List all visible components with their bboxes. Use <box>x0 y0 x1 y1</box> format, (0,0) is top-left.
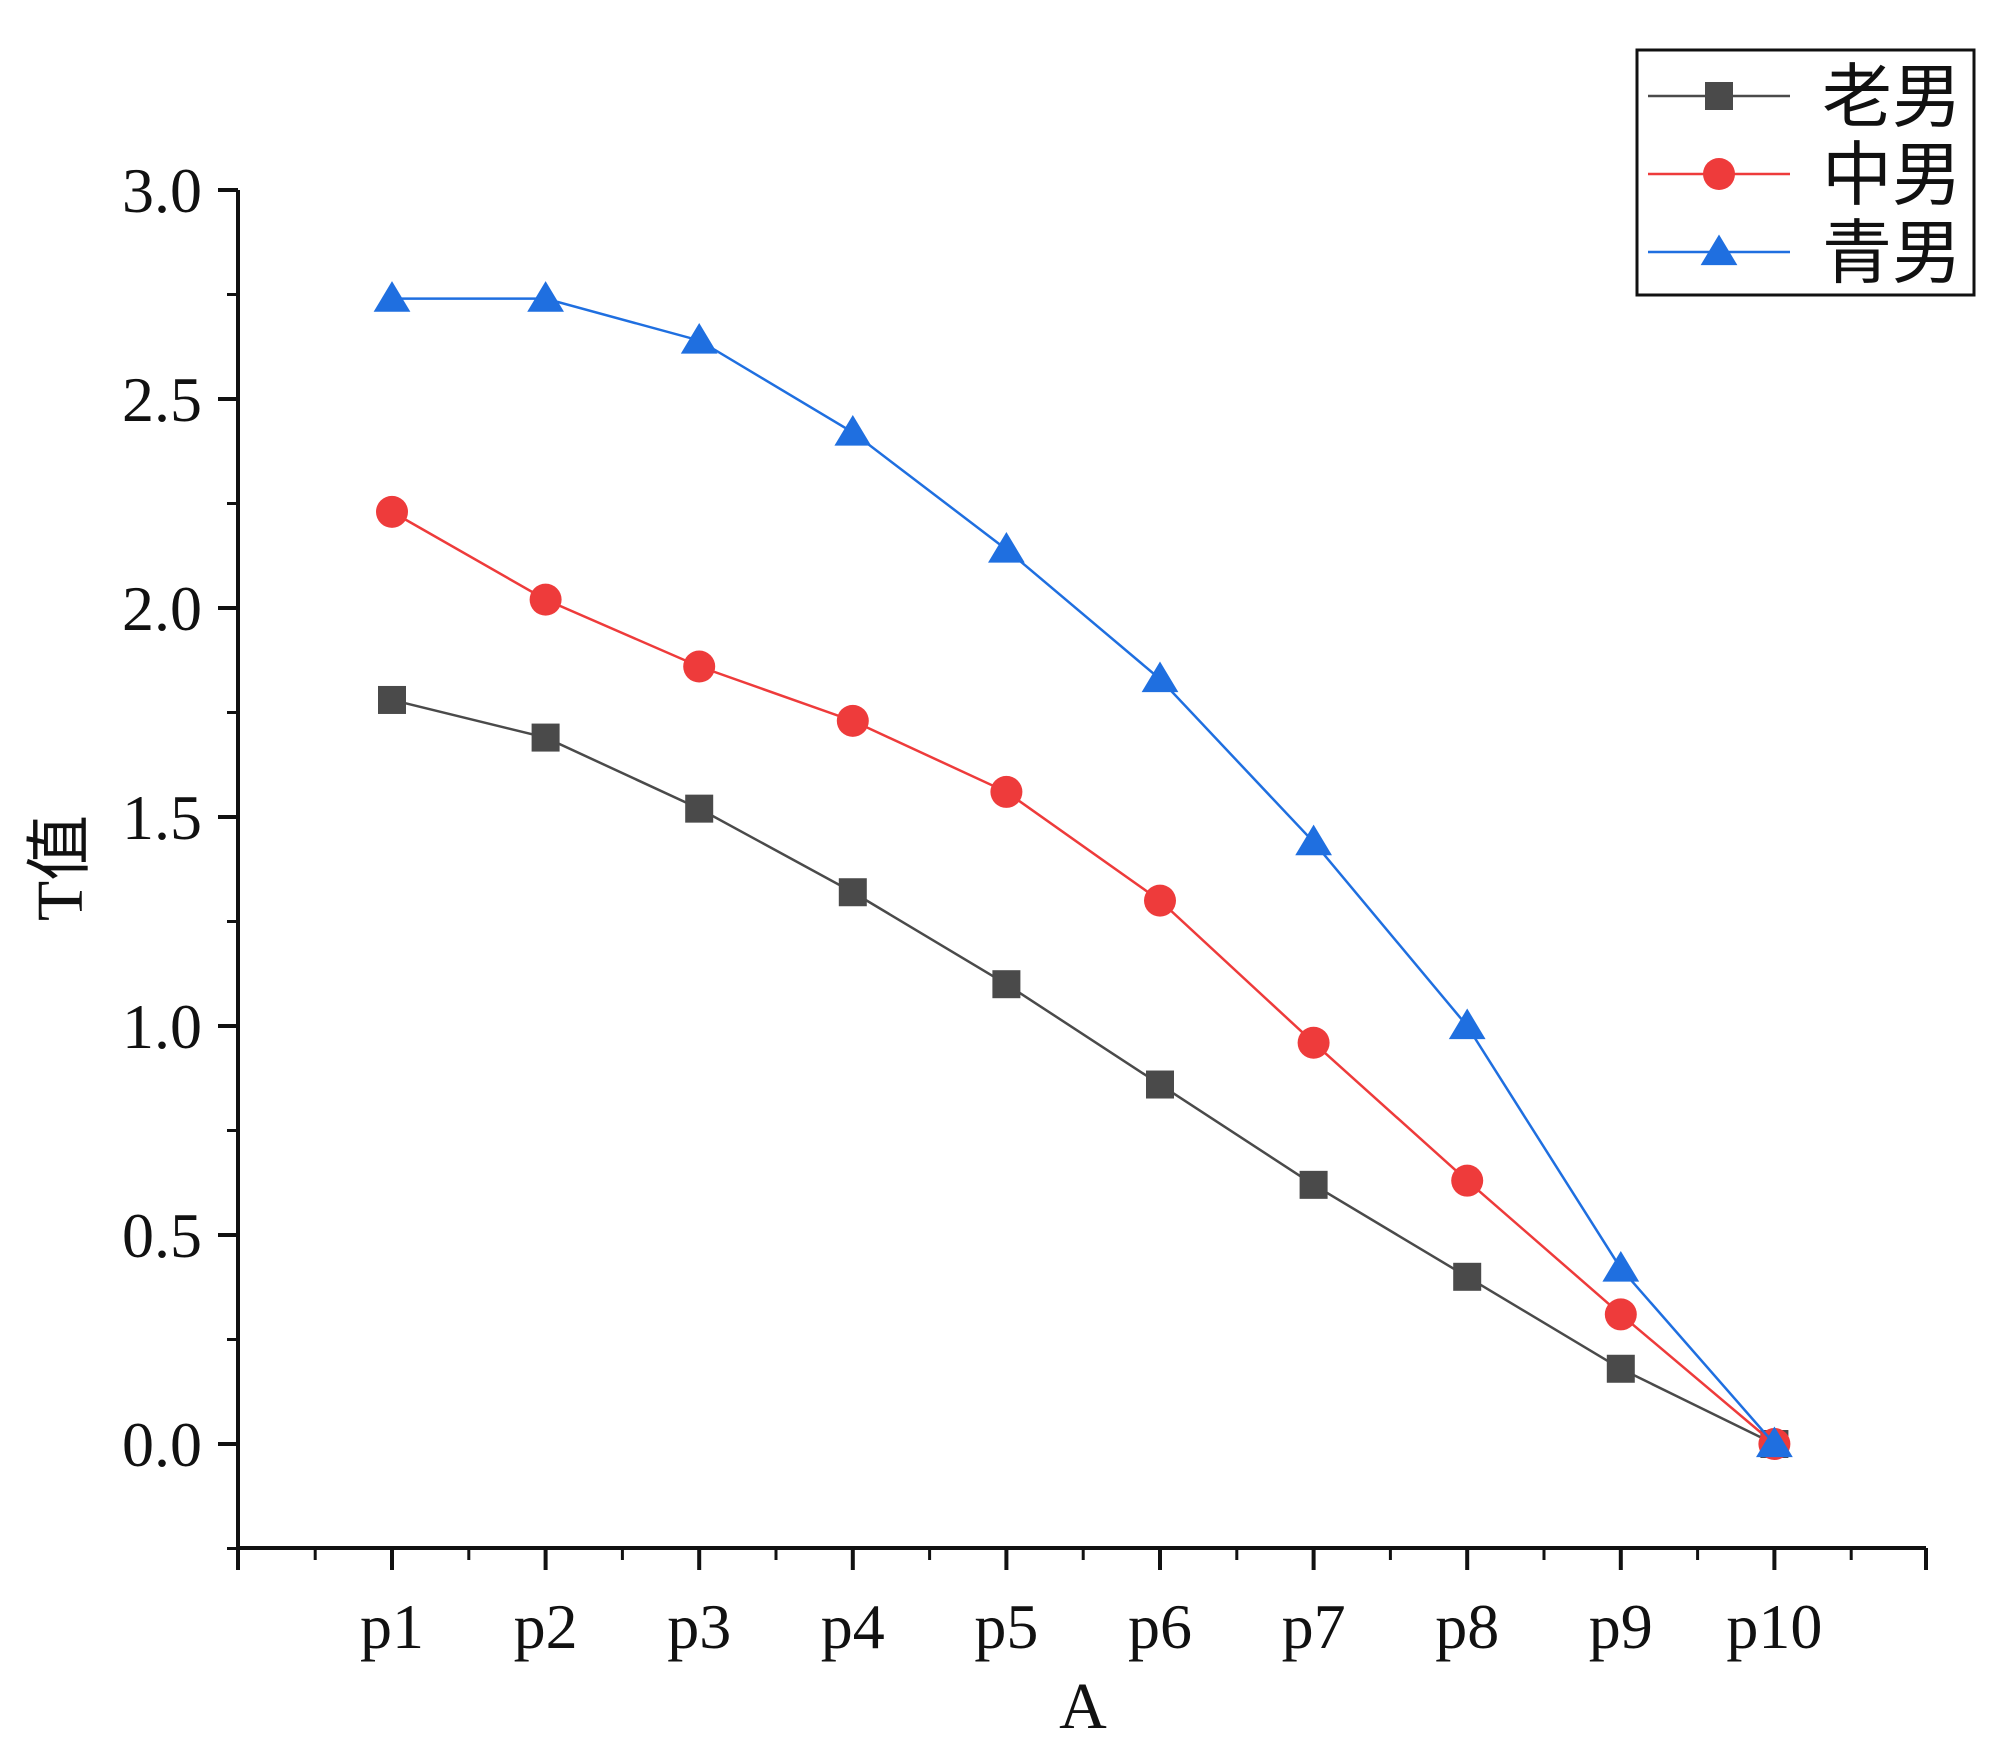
data-point <box>1141 661 1179 693</box>
series-line <box>391 698 1775 1446</box>
data-point <box>990 775 1023 808</box>
x-tick-label: p3 <box>667 1591 731 1662</box>
x-tick-label: p6 <box>1128 1591 1192 1662</box>
x-tick-label: p10 <box>1726 1591 1822 1662</box>
data-point <box>1295 824 1332 856</box>
data-point <box>1606 1354 1635 1383</box>
data-point <box>1299 1170 1328 1199</box>
x-tick-label: p7 <box>1282 1591 1346 1662</box>
data-point <box>836 704 869 737</box>
data-point <box>529 583 562 616</box>
data-point <box>1604 1298 1637 1331</box>
legend-swatch-marker <box>1705 82 1733 110</box>
x-axis-title: A <box>1059 1670 1107 1743</box>
y-tick-label: 2.5 <box>122 364 202 435</box>
data-point <box>1448 1008 1486 1040</box>
series-line <box>392 297 1776 1445</box>
y-tick-label: 0.5 <box>122 1200 202 1271</box>
data-point <box>1146 1070 1174 1099</box>
data-point <box>683 650 716 683</box>
legend-label: 老男 <box>1822 60 1962 137</box>
data-point <box>1451 1164 1484 1197</box>
legend-item: 中男 <box>1648 138 1962 215</box>
y-tick-label: 3.0 <box>122 155 202 226</box>
y-axis-title: T值 <box>24 815 97 921</box>
data-point <box>1144 884 1176 917</box>
x-tick-label: p1 <box>360 1591 424 1662</box>
series-layer <box>373 281 1793 1460</box>
legend-item: 老男 <box>1648 60 1962 137</box>
data-point <box>680 322 718 354</box>
series-circle <box>376 495 1791 1460</box>
y-tick-label: 1.0 <box>122 991 202 1062</box>
y-ticks: 0.0 0.5 1.0 1.5 2.0 2.5 3.0 <box>122 155 238 1550</box>
legend-label: 中男 <box>1822 138 1962 215</box>
data-point <box>378 685 406 714</box>
legend-box <box>1635 48 1976 297</box>
data-point <box>1756 1426 1793 1458</box>
data-point <box>834 414 872 446</box>
legend-label: 青男 <box>1822 216 1962 293</box>
x-tick-label: p2 <box>514 1591 578 1662</box>
y-tick-label: 2.0 <box>122 573 202 644</box>
data-point <box>1602 1250 1640 1282</box>
legend-swatch-marker <box>1703 158 1735 190</box>
data-point <box>992 970 1021 999</box>
legend-swatch-marker <box>1700 234 1738 266</box>
legend-item: 青男 <box>1648 216 1962 293</box>
x-ticks: p1 p2 p3 p4 p5 p6 p7 p8 p9 p10 <box>236 1548 1928 1662</box>
data-point <box>527 281 564 312</box>
series-triangle <box>373 281 1793 1458</box>
x-tick-label: p9 <box>1589 1591 1653 1662</box>
x-tick-label: p5 <box>974 1591 1038 1662</box>
data-point <box>531 723 560 752</box>
data-point <box>1453 1262 1482 1291</box>
data-point <box>1297 1026 1330 1059</box>
data-point <box>988 531 1025 563</box>
series-line <box>391 510 1776 1445</box>
x-tick-label: p4 <box>821 1591 885 1662</box>
y-tick-label: 0.0 <box>122 1409 202 1480</box>
x-tick-label: p8 <box>1435 1591 1499 1662</box>
data-point <box>376 495 408 528</box>
y-tick-label: 1.5 <box>122 782 202 853</box>
data-point <box>373 281 411 312</box>
data-point <box>838 878 867 907</box>
data-point <box>685 794 714 823</box>
